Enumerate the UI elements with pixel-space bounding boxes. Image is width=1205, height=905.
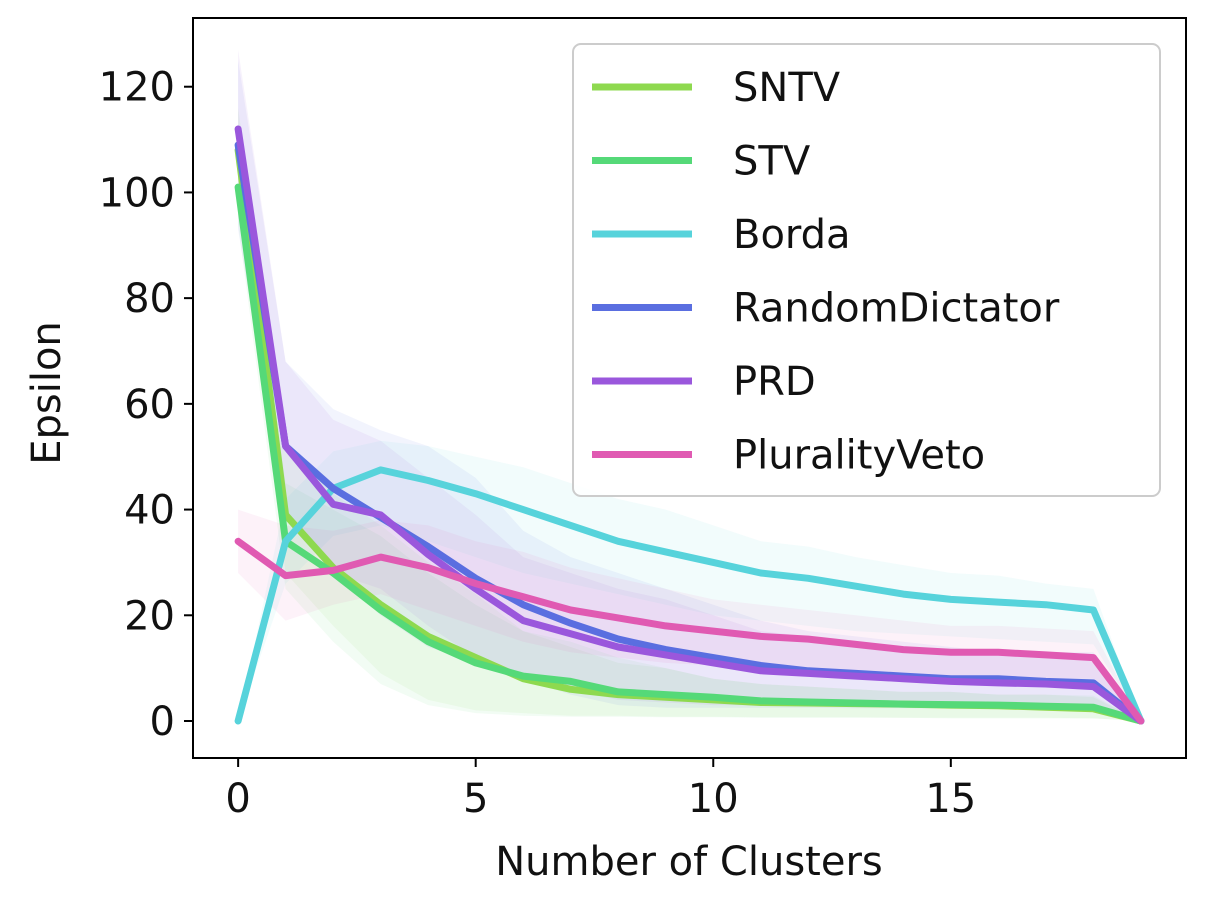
y-tick-label: 40 bbox=[124, 488, 175, 534]
stv-legend-label: STV bbox=[733, 139, 811, 185]
y-axis-ticks: 0 20 40 60 80 100 120 bbox=[99, 65, 193, 745]
x-tick-label: 0 bbox=[225, 776, 250, 822]
x-tick-label: 5 bbox=[463, 776, 488, 822]
confidence-bands bbox=[238, 49, 1141, 722]
y-tick-label: 80 bbox=[124, 276, 175, 322]
y-tick-label: 0 bbox=[150, 699, 175, 745]
x-axis-ticks: 0 5 10 15 bbox=[225, 758, 976, 822]
y-tick-label: 20 bbox=[124, 593, 175, 639]
borda-legend-label: Borda bbox=[733, 212, 851, 258]
y-axis-label: Epsilon bbox=[24, 321, 70, 465]
prd-band bbox=[238, 49, 1141, 721]
pluralityveto-line bbox=[234, 537, 1145, 725]
prd-legend-label: PRD bbox=[733, 359, 816, 405]
sntv-legend-label: SNTV bbox=[733, 65, 841, 111]
legend-box bbox=[572, 43, 1161, 497]
plot-area-frame bbox=[192, 17, 1187, 759]
x-tick-label: 10 bbox=[688, 776, 739, 822]
x-axis-label: Number of Clusters bbox=[495, 839, 882, 885]
pluralityveto-band bbox=[238, 509, 1141, 721]
y-tick-label: 120 bbox=[99, 65, 175, 111]
stv-line bbox=[234, 183, 1145, 725]
y-tick-label: 60 bbox=[124, 382, 175, 428]
randomdictator-legend-label: RandomDictator bbox=[733, 286, 1060, 332]
borda-line bbox=[234, 466, 1145, 725]
y-tick-label: 100 bbox=[99, 170, 175, 216]
legend: SNTV STV Borda RandomDictator PRD PluralityVe… bbox=[572, 43, 1161, 497]
borda-band bbox=[238, 440, 1141, 721]
x-tick-label: 15 bbox=[925, 776, 976, 822]
randomdictator-band bbox=[238, 60, 1141, 722]
pluralityveto-legend-label: PluralityVeto bbox=[733, 433, 985, 479]
prd-line bbox=[234, 125, 1145, 725]
series-lines bbox=[234, 125, 1145, 725]
